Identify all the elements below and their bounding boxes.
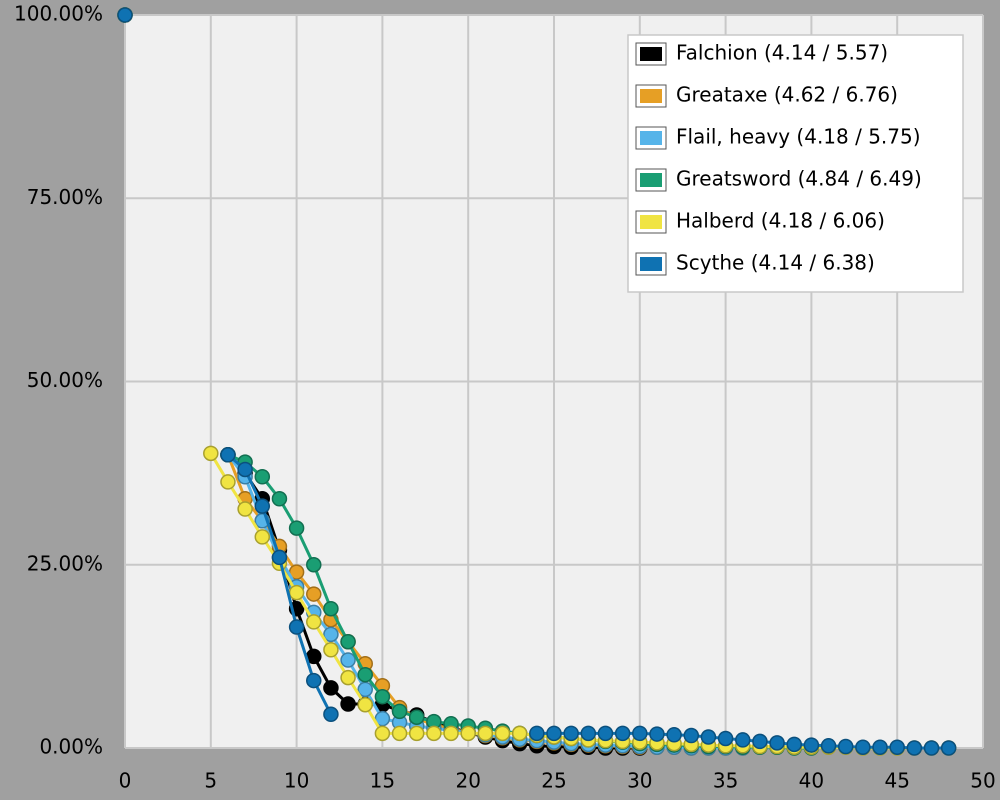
data-point [563, 725, 579, 742]
legend-swatch [640, 215, 662, 229]
data-point [323, 642, 339, 658]
legend-label: Greatsword (4.84 / 6.49) [676, 167, 922, 191]
data-point [940, 740, 957, 756]
data-point [855, 739, 871, 756]
data-point [666, 727, 682, 743]
data-point [306, 672, 322, 689]
legend-swatch [640, 131, 662, 145]
data-point [254, 469, 271, 485]
legend-box [627, 34, 964, 293]
x-tick-label: 30 [627, 769, 652, 793]
y-tick-label: 0.00% [39, 735, 103, 759]
data-point [306, 614, 322, 630]
data-point [306, 557, 322, 573]
x-tick-label: 20 [455, 769, 480, 793]
data-point [477, 725, 494, 742]
data-point [117, 7, 133, 23]
data-point [203, 445, 219, 462]
y-tick-label: 75.00% [27, 185, 103, 209]
data-point [254, 498, 271, 514]
y-tick-label: 50.00% [27, 368, 103, 392]
data-point [220, 474, 236, 490]
data-point [254, 529, 271, 545]
data-point [323, 680, 339, 696]
data-point [906, 740, 923, 756]
data-point [323, 600, 339, 617]
data-point [614, 725, 631, 742]
data-point [271, 549, 288, 566]
data-point [340, 669, 356, 686]
data-point [391, 703, 408, 720]
data-point [408, 725, 425, 742]
x-tick-label: 50 [970, 769, 995, 793]
data-point [288, 520, 305, 536]
data-point [889, 739, 905, 756]
data-point [735, 732, 751, 748]
data-point [443, 725, 459, 742]
x-tick-label: 10 [284, 769, 309, 793]
data-point [597, 725, 614, 742]
legend-swatch [640, 89, 662, 103]
legend-label: Halberd (4.18 / 6.06) [676, 209, 885, 233]
data-point [786, 736, 802, 753]
data-point [237, 461, 253, 478]
data-point [529, 725, 545, 742]
data-point [752, 733, 768, 750]
data-point [632, 725, 648, 742]
y-tick-label: 100.00% [14, 2, 103, 26]
legend-swatch [640, 173, 662, 187]
data-point [426, 725, 442, 742]
data-point [717, 730, 734, 747]
x-tick-label: 45 [884, 769, 909, 793]
y-tick-label: 25.00% [27, 551, 103, 575]
legend-label: Greataxe (4.62 / 6.76) [676, 83, 898, 107]
data-point [374, 725, 391, 742]
data-point [546, 725, 562, 742]
x-tick-label: 35 [713, 769, 738, 793]
data-point [820, 738, 837, 754]
data-point [357, 697, 373, 713]
data-point [340, 652, 356, 668]
x-tick-label: 5 [204, 769, 217, 793]
data-point [649, 726, 665, 742]
data-point [494, 725, 511, 742]
data-point [391, 725, 408, 742]
x-tick-label: 15 [370, 769, 395, 793]
data-point [357, 666, 373, 683]
data-point [580, 725, 597, 742]
legend-label: Falchion (4.14 / 5.57) [676, 41, 888, 65]
x-tick-label: 40 [799, 769, 824, 793]
data-point [683, 727, 700, 744]
data-point [323, 626, 339, 643]
data-point [923, 740, 940, 756]
data-point [306, 586, 322, 602]
data-point [408, 709, 425, 725]
data-point [769, 735, 785, 751]
legend-swatch [640, 257, 662, 271]
data-point [288, 584, 305, 601]
data-point [374, 688, 391, 705]
data-point [288, 619, 305, 635]
data-point [340, 696, 356, 712]
data-point [220, 447, 236, 463]
data-point [460, 725, 476, 742]
data-point [872, 739, 888, 756]
x-tick-label: 25 [541, 769, 566, 793]
data-point [837, 738, 854, 755]
legend-swatch [640, 47, 662, 61]
data-point [803, 737, 820, 753]
data-point [237, 501, 253, 517]
data-point [323, 706, 339, 723]
data-point [511, 725, 528, 742]
legend-label: Flail, heavy (4.18 / 5.75) [676, 125, 921, 149]
data-point [700, 729, 717, 745]
data-point [271, 491, 288, 507]
data-point [340, 633, 356, 650]
x-tick-label: 0 [119, 769, 132, 793]
legend-label: Scythe (4.14 / 6.38) [676, 251, 875, 275]
